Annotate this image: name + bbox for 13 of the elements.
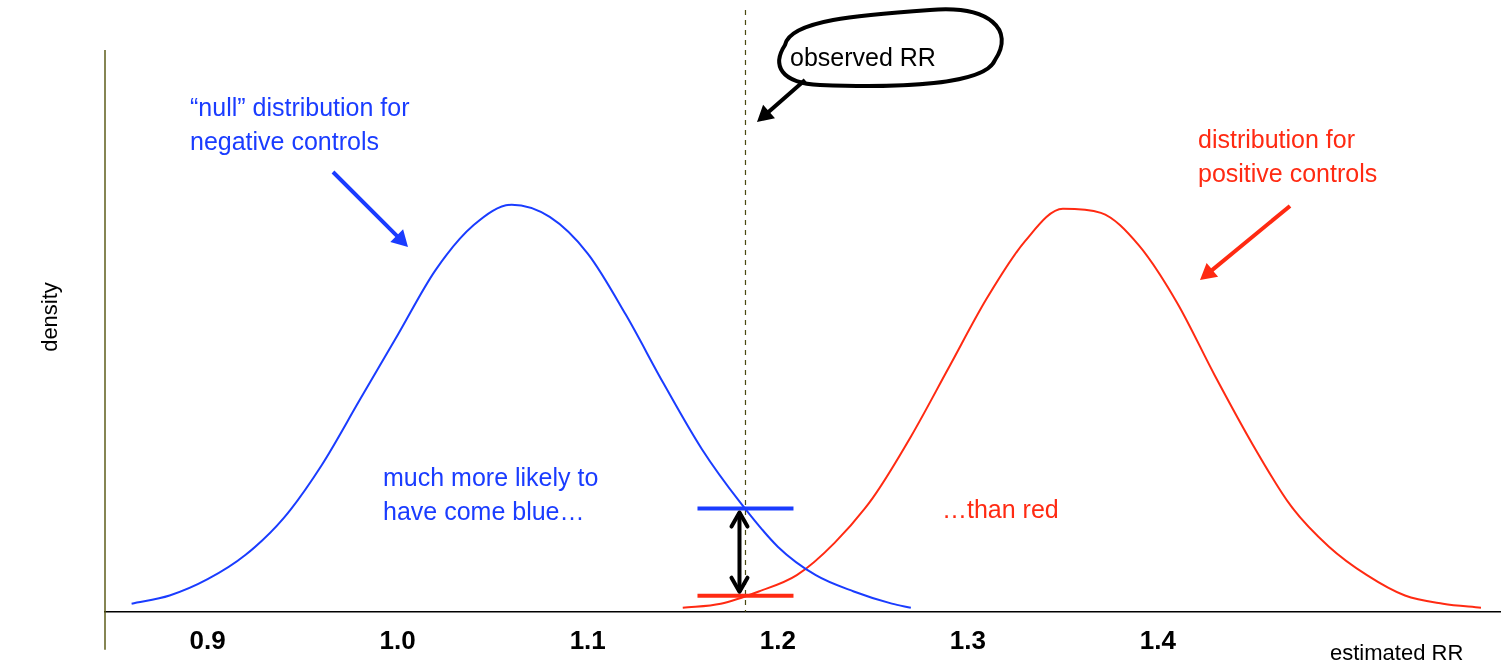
text: “null” distribution for negative controls: [190, 92, 410, 157]
x-axis-title: estimated RR: [1330, 639, 1464, 667]
x-tick-label: 0.9: [189, 624, 226, 655]
x-tick-label: 1.2: [759, 624, 796, 655]
text: distribution for positive controls: [1198, 124, 1378, 189]
x-tick-label: 1.4: [1139, 624, 1177, 655]
y-axis-title: density: [36, 281, 63, 354]
annotation: …than red: [942, 494, 1059, 525]
text: observed RR: [790, 42, 936, 73]
annotation: much more likely to have come blue…: [383, 462, 599, 527]
x-tick-label: 1.3: [949, 624, 986, 655]
x-tick-label: 1.0: [379, 624, 416, 655]
x-tick-label: 1.1: [569, 624, 606, 655]
